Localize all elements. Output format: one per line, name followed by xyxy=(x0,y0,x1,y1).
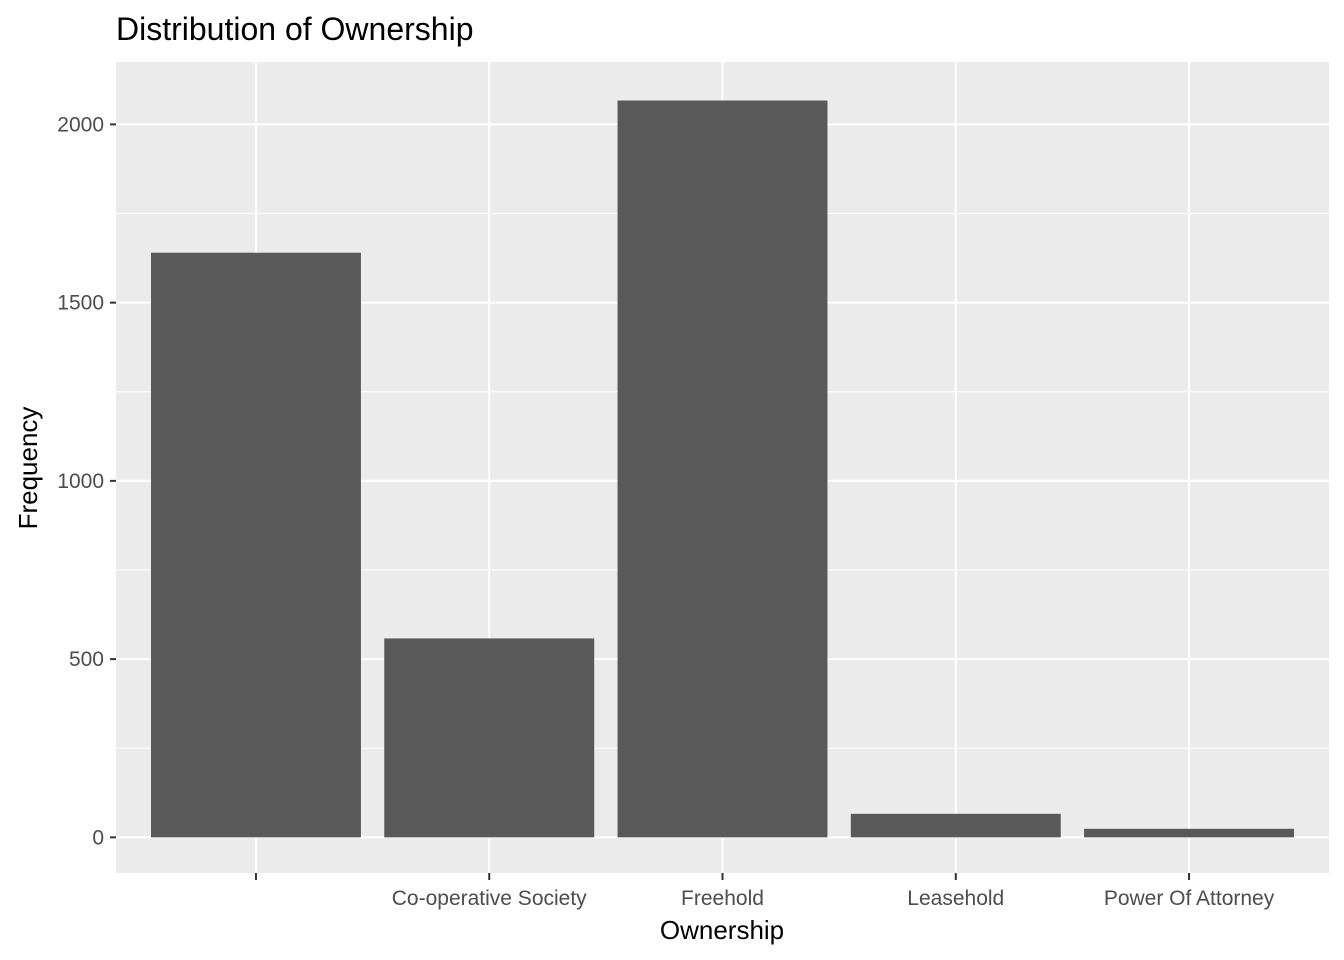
x-axis-title: Ownership xyxy=(660,915,784,945)
bar xyxy=(850,813,1061,838)
y-tick-label: 2000 xyxy=(57,113,104,136)
x-tick-label: Freehold xyxy=(681,887,764,910)
x-tick-label: Co-operative Society xyxy=(392,887,587,910)
y-axis: 0 500 1000 1500 2000 xyxy=(57,113,116,849)
x-tick-label: Power Of Attorney xyxy=(1104,887,1275,910)
y-tick-label: 500 xyxy=(69,648,104,671)
bar xyxy=(150,252,361,838)
bar xyxy=(1084,828,1295,838)
bars xyxy=(150,100,1295,838)
y-axis-title: Frequency xyxy=(13,407,43,530)
y-tick-label: 1500 xyxy=(57,292,104,315)
x-axis: Co-operative Society Freehold Leasehold Pow… xyxy=(254,873,1275,910)
chart-title: Distribution of Ownership xyxy=(116,11,473,47)
y-tick-label: 1000 xyxy=(57,470,104,493)
x-tick-label: Leasehold xyxy=(907,887,1004,910)
bar xyxy=(617,100,828,838)
bar xyxy=(384,638,595,838)
y-tick-label: 0 xyxy=(92,826,104,849)
